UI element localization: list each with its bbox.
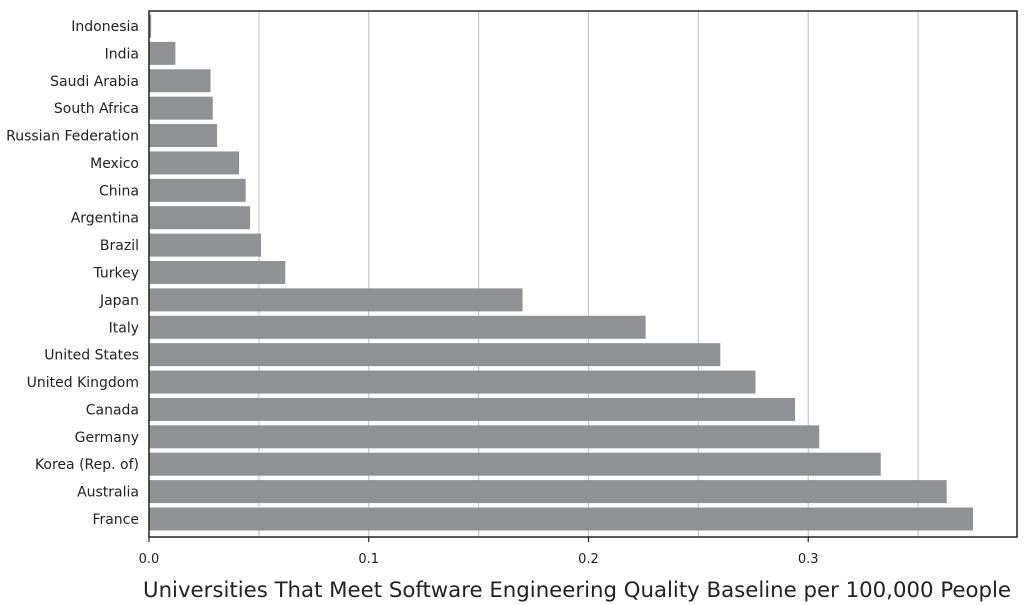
bar xyxy=(149,206,251,230)
category-label: Germany xyxy=(75,430,139,446)
bar xyxy=(149,315,646,339)
category-label: Canada xyxy=(86,402,139,418)
category-label: Indonesia xyxy=(71,19,139,35)
category-label: United States xyxy=(44,348,139,364)
category-label: Turkey xyxy=(92,266,139,282)
bar xyxy=(149,288,523,312)
x-tick-label: 0.3 xyxy=(798,552,819,567)
bar xyxy=(149,397,796,421)
category-label: India xyxy=(105,46,139,62)
category-label: Argentina xyxy=(71,211,139,227)
plot-frame xyxy=(148,10,1018,538)
bar xyxy=(149,96,213,120)
bar xyxy=(149,14,152,38)
bar xyxy=(149,261,286,284)
x-tick-label: 0.2 xyxy=(578,552,599,567)
bar xyxy=(149,425,820,449)
category-label: Mexico xyxy=(90,156,139,172)
category-label: Japan xyxy=(99,293,139,309)
bar xyxy=(149,507,974,531)
bar xyxy=(149,124,218,148)
category-label: South Africa xyxy=(54,101,139,117)
x-axis-label: Universities That Meet Software Engineer… xyxy=(143,578,1011,602)
bar xyxy=(149,69,211,93)
x-tick-label: 0.1 xyxy=(358,552,379,567)
category-label: Italy xyxy=(109,320,139,336)
bar xyxy=(149,233,262,257)
category-label: Australia xyxy=(77,485,139,501)
category-label: Saudi Arabia xyxy=(50,74,139,90)
bar xyxy=(149,480,947,504)
category-label: United Kingdom xyxy=(27,375,139,391)
gridlines xyxy=(258,11,919,537)
category-label: Russian Federation xyxy=(6,129,139,145)
x-tick-label: 0.0 xyxy=(139,552,160,567)
x-tick-labels: 0.0 0.1 0.2 0.3 xyxy=(139,537,819,567)
category-label: China xyxy=(99,183,139,199)
bar xyxy=(149,178,246,202)
bars xyxy=(149,14,974,531)
category-labels: Indonesia India Saudi Arabia South Africa Ru… xyxy=(6,19,139,528)
bar xyxy=(149,343,721,367)
bar xyxy=(149,452,881,476)
category-label: France xyxy=(92,512,139,528)
bar xyxy=(149,151,240,175)
category-label: Brazil xyxy=(100,238,139,254)
bar xyxy=(149,370,756,394)
bar xyxy=(149,41,176,65)
category-label: Korea (Rep. of) xyxy=(35,457,139,473)
